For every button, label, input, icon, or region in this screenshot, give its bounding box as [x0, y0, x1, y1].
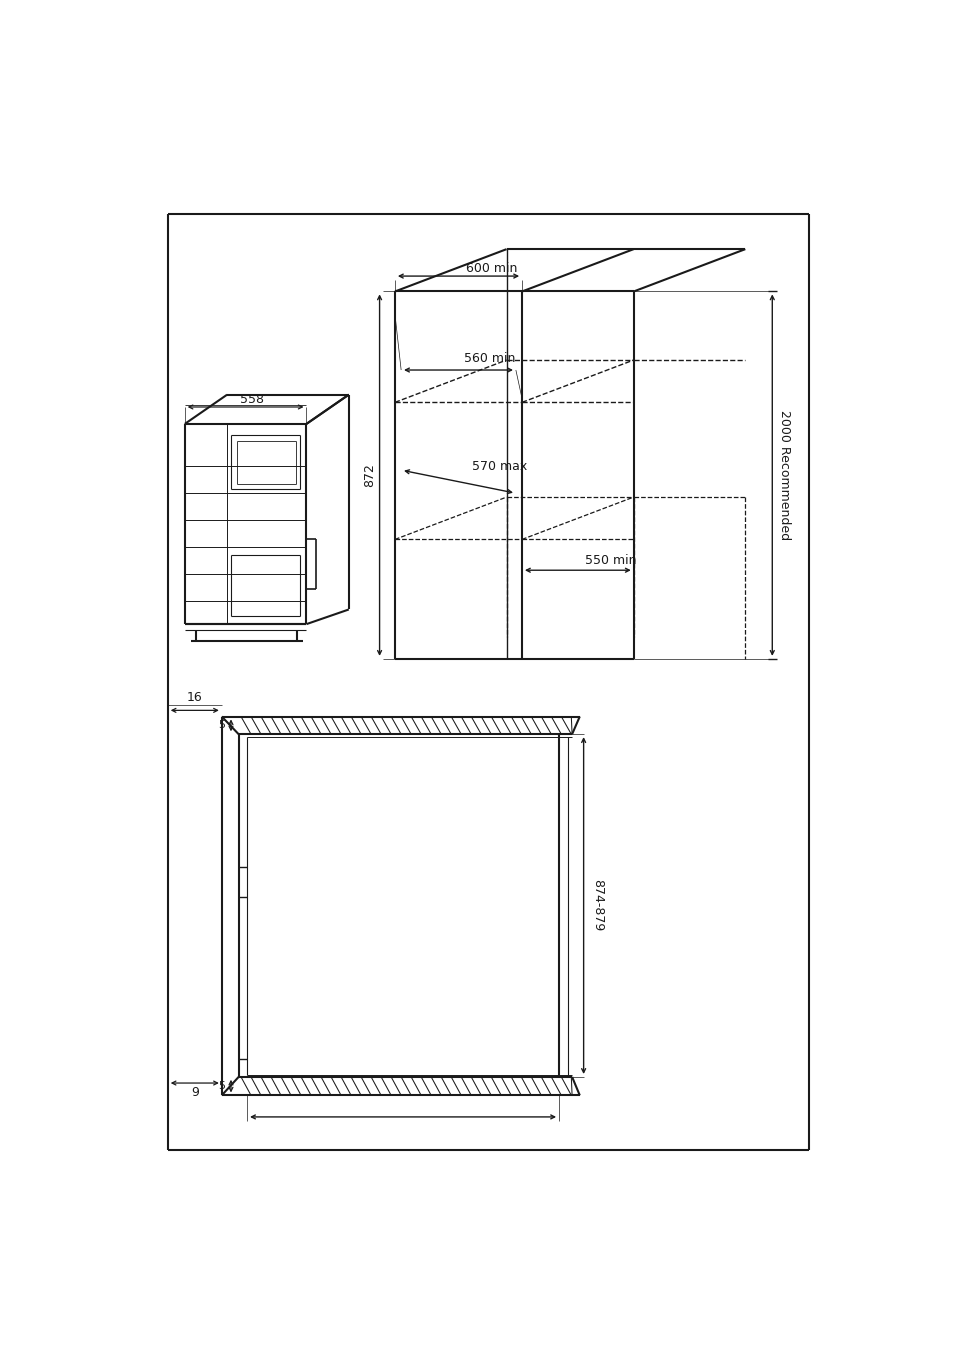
- Text: 16: 16: [187, 690, 202, 704]
- Text: 558: 558: [239, 393, 263, 405]
- Text: 600 min: 600 min: [465, 262, 517, 274]
- Text: 5: 5: [217, 720, 225, 730]
- Text: 9: 9: [191, 1086, 198, 1098]
- Text: 2000 Recommended: 2000 Recommended: [778, 409, 791, 540]
- Text: 560 min: 560 min: [464, 353, 516, 365]
- Text: 570 max: 570 max: [472, 459, 527, 473]
- Text: 874-879: 874-879: [591, 880, 603, 931]
- Text: 5: 5: [217, 1081, 225, 1092]
- Text: 550 min: 550 min: [584, 554, 636, 567]
- Text: 872: 872: [362, 463, 375, 486]
